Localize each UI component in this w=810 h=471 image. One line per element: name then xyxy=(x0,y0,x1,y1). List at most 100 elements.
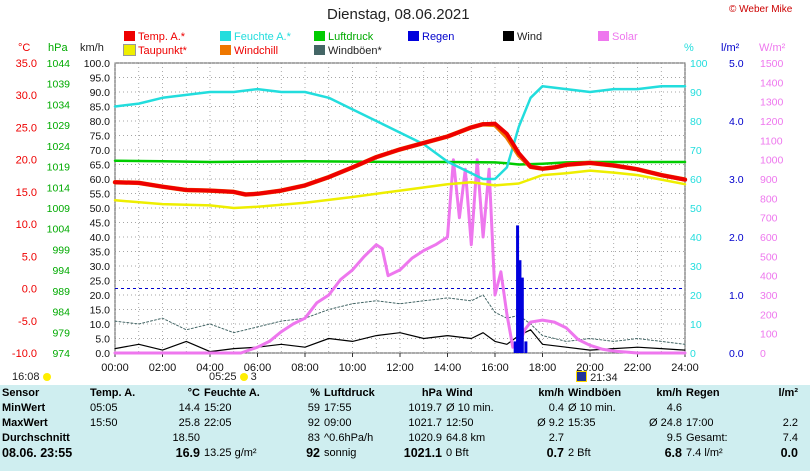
stats-cell: 0 Bft xyxy=(446,446,469,459)
series-feuchte-line xyxy=(113,84,687,181)
stats-header-cell: km/h xyxy=(538,386,564,399)
tick-label-percent: 30 xyxy=(690,261,702,273)
tick-label-lm2: 2.0 xyxy=(729,232,744,244)
tick-label-kmh: 0.0 xyxy=(95,348,110,360)
tick-label-percent: 100 xyxy=(690,58,708,70)
tick-label-hpa: 974 xyxy=(52,348,70,360)
legend-temp[interactable]: Temp. A.* xyxy=(124,31,185,43)
tick-label-wm2: 1300 xyxy=(760,97,784,109)
legend-wind[interactable]: Wind xyxy=(503,31,542,43)
stats-header-cell: Wind xyxy=(446,386,473,399)
tick-label-kmh: 70.0 xyxy=(90,145,111,157)
sun-icon xyxy=(239,373,248,381)
x-tick-label: 04:00 xyxy=(196,362,224,374)
stats-cell: 2.2 xyxy=(782,416,798,429)
tick-label-celsius: 5.0 xyxy=(22,251,37,263)
legend-label-solar: Solar xyxy=(612,31,638,43)
tick-label-celsius: 25.0 xyxy=(16,122,37,134)
stats-table: Sensor Temp. A. °C Feuchte A. % Luftdruc… xyxy=(0,385,800,460)
legend-solar[interactable]: Solar xyxy=(598,31,638,43)
stats-cell: 15:20 xyxy=(204,401,232,414)
legend-luftdruck[interactable]: Luftdruck xyxy=(314,31,373,43)
tick-label-kmh: 15.0 xyxy=(90,305,111,317)
tick-label-kmh: 65.0 xyxy=(90,160,111,172)
tick-label-wm2: 200 xyxy=(760,309,778,321)
stats-cell: 6.8 xyxy=(664,445,682,460)
stats-header-row: Sensor Temp. A. °C Feuchte A. % Luftdruc… xyxy=(0,385,800,400)
stats-header-cell: l/m² xyxy=(778,386,798,399)
stats-cell: 25.8 xyxy=(178,416,200,429)
stats-cell xyxy=(202,430,278,445)
stats-cell: 09:00 xyxy=(324,416,352,429)
x-tick-label: 02:00 xyxy=(149,362,177,374)
stats-cell: 92 xyxy=(307,416,320,429)
stats-cell xyxy=(566,430,640,445)
tick-label-celsius: 35.0 xyxy=(16,58,37,70)
marker-sunset: 21:34 xyxy=(576,371,618,384)
stats-cell: 0.0 xyxy=(780,445,798,460)
tick-label-hpa: 1014 xyxy=(47,182,71,194)
stats-cell xyxy=(88,430,158,445)
tick-label-kmh: 25.0 xyxy=(90,276,111,288)
series-regen-bar xyxy=(524,341,528,353)
stats-cell: 05:05 xyxy=(90,401,118,414)
legend-label-taupunkt: Taupunkt* xyxy=(138,45,187,57)
tick-label-wm2: 800 xyxy=(760,193,778,205)
x-tick-label: 14:00 xyxy=(434,362,462,374)
stats-row-min: MinWert 05:05 14.4 15:20 59 17:55 1019.7… xyxy=(0,400,800,415)
stats-header-cell: km/h xyxy=(656,386,682,399)
tick-label-kmh: 55.0 xyxy=(90,189,111,201)
sun-icon xyxy=(42,373,51,381)
tick-label-kmh: 20.0 xyxy=(90,290,111,302)
stats-panel: Sensor Temp. A. °C Feuchte A. % Luftdruc… xyxy=(0,385,810,471)
series-regen-bar xyxy=(520,277,524,353)
stats-cell: 64.8 km xyxy=(446,431,486,444)
legend-regen[interactable]: Regen xyxy=(408,31,454,43)
legend-windchill[interactable]: Windchill xyxy=(220,45,278,57)
tick-label-celsius: -5.0 xyxy=(18,316,37,328)
x-tick-label: 16:00 xyxy=(481,362,509,374)
tick-label-hpa: 1034 xyxy=(47,99,71,111)
stats-cell: 2.7 xyxy=(548,431,564,444)
stats-cell: Ø 10 min. xyxy=(568,401,616,414)
tick-label-kmh: 95.0 xyxy=(90,73,111,85)
tick-label-percent: 50 xyxy=(690,203,702,215)
tick-label-kmh: 100.0 xyxy=(84,58,110,70)
legend-feuchte[interactable]: Feuchte A.* xyxy=(220,31,291,43)
stats-row-avg: Durchschnitt 18.50 83 ^0.6hPa/h 1020.9 6… xyxy=(0,430,800,445)
x-tick-label: 08:00 xyxy=(291,362,319,374)
stats-cell: MinWert xyxy=(2,401,46,414)
stats-cell: 1021.7 xyxy=(408,416,442,429)
stats-cell xyxy=(684,400,754,415)
tick-label-percent: 20 xyxy=(690,290,702,302)
tick-label-percent: 80 xyxy=(690,116,702,128)
axis-unit-kmh: km/h xyxy=(80,42,104,54)
stats-header-cell: hPa xyxy=(421,386,442,399)
tick-label-hpa: 1044 xyxy=(47,58,71,70)
tick-label-hpa: 994 xyxy=(52,265,70,277)
series-solar-line xyxy=(113,158,687,355)
tick-label-lm2: 0.0 xyxy=(729,348,744,360)
legend-windboeen[interactable]: Windböen* xyxy=(314,45,382,57)
tick-label-hpa: 979 xyxy=(52,327,70,339)
tick-label-lm2: 3.0 xyxy=(729,174,744,186)
tick-label-kmh: 10.0 xyxy=(90,319,111,331)
tick-label-wm2: 400 xyxy=(760,271,778,283)
tick-label-kmh: 5.0 xyxy=(95,334,110,346)
legend-taupunkt[interactable]: Taupunkt* xyxy=(123,44,187,57)
tick-label-kmh: 80.0 xyxy=(90,116,111,128)
stats-header-cell: % xyxy=(310,386,320,399)
stats-header-cell: °C xyxy=(187,386,200,399)
tick-label-celsius: 0.0 xyxy=(22,284,37,296)
axis-unit-wm2: W/m² xyxy=(759,42,786,54)
x-tick-label: 10:00 xyxy=(339,362,367,374)
legend-label-wind: Wind xyxy=(517,31,543,43)
legend-label-luftdruck: Luftdruck xyxy=(328,31,374,43)
tick-label-hpa: 1039 xyxy=(47,79,71,91)
axis-unit-percent: % xyxy=(684,42,694,54)
tick-label-kmh: 85.0 xyxy=(90,102,111,114)
chart-title: Dienstag, 08.06.2021 xyxy=(327,6,470,23)
stats-cell: 18.50 xyxy=(172,431,200,444)
marker-sunset-prev: 16:08 xyxy=(12,371,51,383)
tick-label-celsius: 30.0 xyxy=(16,90,37,102)
